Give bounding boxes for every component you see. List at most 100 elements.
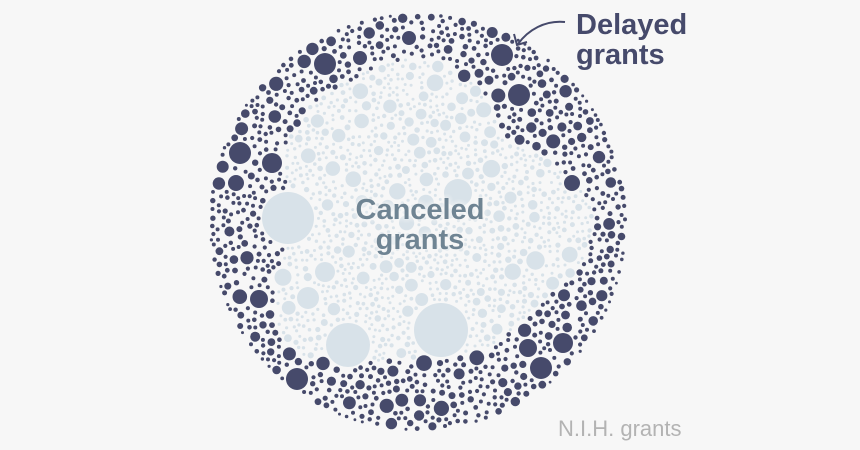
canceled-grant-bubble	[379, 260, 393, 274]
canceled-grant-bubble	[453, 268, 458, 274]
delayed-grant-bubble	[586, 187, 591, 192]
canceled-grant-bubble	[369, 262, 377, 270]
canceled-grant-bubble	[411, 341, 416, 345]
canceled-grant-bubble	[476, 288, 485, 296]
canceled-grant-bubble	[427, 270, 435, 279]
delayed-grant-bubble	[460, 50, 467, 58]
canceled-grant-bubble	[361, 141, 365, 145]
canceled-grant-bubble	[389, 183, 406, 200]
canceled-grant-bubble	[313, 257, 317, 261]
canceled-grant-bubble	[401, 125, 406, 130]
canceled-grant-bubble	[324, 156, 328, 160]
delayed-grant-bubble	[551, 90, 557, 95]
canceled-grant-bubble	[397, 144, 401, 147]
canceled-grant-bubble	[388, 86, 392, 90]
canceled-grant-bubble	[348, 87, 352, 91]
delayed-grant-bubble	[222, 208, 228, 214]
canceled-grant-bubble	[281, 300, 296, 315]
canceled-grant-bubble	[362, 161, 367, 166]
canceled-grant-bubble	[445, 115, 449, 119]
delayed-grant-bubble	[379, 56, 384, 61]
delayed-grant-bubble	[534, 117, 539, 123]
delayed-grant-bubble	[373, 395, 379, 401]
canceled-grant-bubble	[464, 238, 468, 242]
canceled-grant-bubble	[573, 194, 578, 199]
canceled-grant-bubble	[310, 114, 324, 128]
canceled-grant-bubble	[517, 258, 523, 265]
canceled-grant-bubble	[414, 172, 418, 176]
delayed-grant-bubble	[210, 197, 216, 204]
canceled-grant-bubble	[375, 310, 379, 314]
delayed-grant-bubble	[499, 402, 505, 408]
delayed-grant-bubble	[542, 65, 550, 72]
canceled-grant-bubble	[463, 258, 467, 262]
canceled-grant-bubble	[417, 210, 420, 214]
delayed-grant-bubble	[263, 176, 268, 181]
delayed-grant-bubble	[224, 226, 235, 237]
delayed-grant-bubble	[578, 106, 583, 111]
canceled-grant-bubble	[387, 314, 391, 318]
delayed-grant-bubble	[237, 323, 244, 329]
canceled-grant-bubble	[294, 168, 298, 172]
delayed-grant-bubble	[484, 410, 489, 415]
canceled-grant-bubble	[281, 330, 286, 335]
canceled-grant-bubble	[558, 235, 562, 238]
canceled-grant-bubble	[327, 302, 341, 316]
canceled-grant-bubble	[351, 261, 355, 265]
delayed-grant-bubble	[381, 390, 386, 396]
canceled-grant-bubble	[408, 183, 412, 187]
delayed-grant-bubble	[409, 51, 414, 56]
canceled-grant-bubble	[430, 293, 435, 298]
delayed-grant-bubble	[392, 26, 399, 33]
delayed-grant-bubble	[506, 338, 511, 342]
delayed-grant-bubble	[609, 291, 614, 296]
delayed-grant-bubble	[413, 410, 425, 421]
delayed-grant-bubble	[341, 373, 346, 378]
canceled-grant-bubble	[512, 290, 516, 294]
canceled-grant-bubble	[525, 170, 529, 174]
canceled-grant-bubble	[342, 201, 350, 208]
canceled-grant-bubble	[302, 266, 309, 272]
canceled-grant-bubble	[445, 92, 449, 96]
delayed-grant-bubble	[512, 65, 517, 71]
delayed-grant-bubble	[537, 108, 542, 113]
canceled-grant-bubble	[302, 352, 306, 356]
delayed-grant-bubble	[569, 351, 574, 356]
delayed-grant-bubble	[245, 217, 250, 221]
canceled-grant-bubble	[491, 308, 495, 313]
canceled-grant-bubble	[286, 148, 290, 152]
canceled-grant-bubble	[450, 139, 454, 143]
delayed-grant-bubble	[282, 89, 287, 93]
canceled-grant-bubble	[304, 142, 309, 146]
canceled-grant-bubble	[332, 193, 337, 198]
canceled-grant-bubble	[543, 244, 547, 248]
delayed-grant-bubble	[283, 179, 288, 184]
canceled-grant-bubble	[509, 209, 513, 212]
delayed-grant-bubble	[245, 201, 250, 206]
delayed-grant-bubble	[595, 310, 600, 315]
delayed-grant-bubble	[236, 196, 241, 201]
delayed-grant-bubble	[585, 99, 589, 103]
canceled-grant-bubble	[306, 177, 310, 181]
canceled-grant-bubble	[384, 277, 388, 281]
delayed-grant-bubble	[228, 240, 233, 245]
canceled-grant-bubble	[339, 257, 343, 261]
canceled-grant-bubble	[290, 142, 294, 146]
canceled-grant-bubble	[357, 143, 361, 147]
canceled-grant-bubble	[284, 292, 288, 296]
canceled-grant-bubble	[404, 341, 411, 348]
canceled-grant-bubble	[425, 120, 430, 124]
delayed-grant-bubble	[306, 42, 319, 56]
canceled-grant-bubble	[334, 280, 339, 285]
canceled-grant-bubble	[305, 258, 309, 262]
delayed-grant-bubble	[237, 311, 245, 319]
canceled-grant-bubble	[374, 209, 379, 214]
canceled-grant-bubble	[371, 340, 375, 344]
canceled-grant-bubble	[339, 82, 344, 88]
delayed-grant-bubble	[498, 378, 508, 388]
canceled-grant-bubble	[326, 323, 370, 367]
canceled-grant-bubble	[371, 118, 376, 122]
delayed-grant-bubble	[249, 285, 254, 290]
delayed-grant-bubble	[231, 134, 239, 142]
delayed-grant-bubble	[216, 237, 220, 242]
